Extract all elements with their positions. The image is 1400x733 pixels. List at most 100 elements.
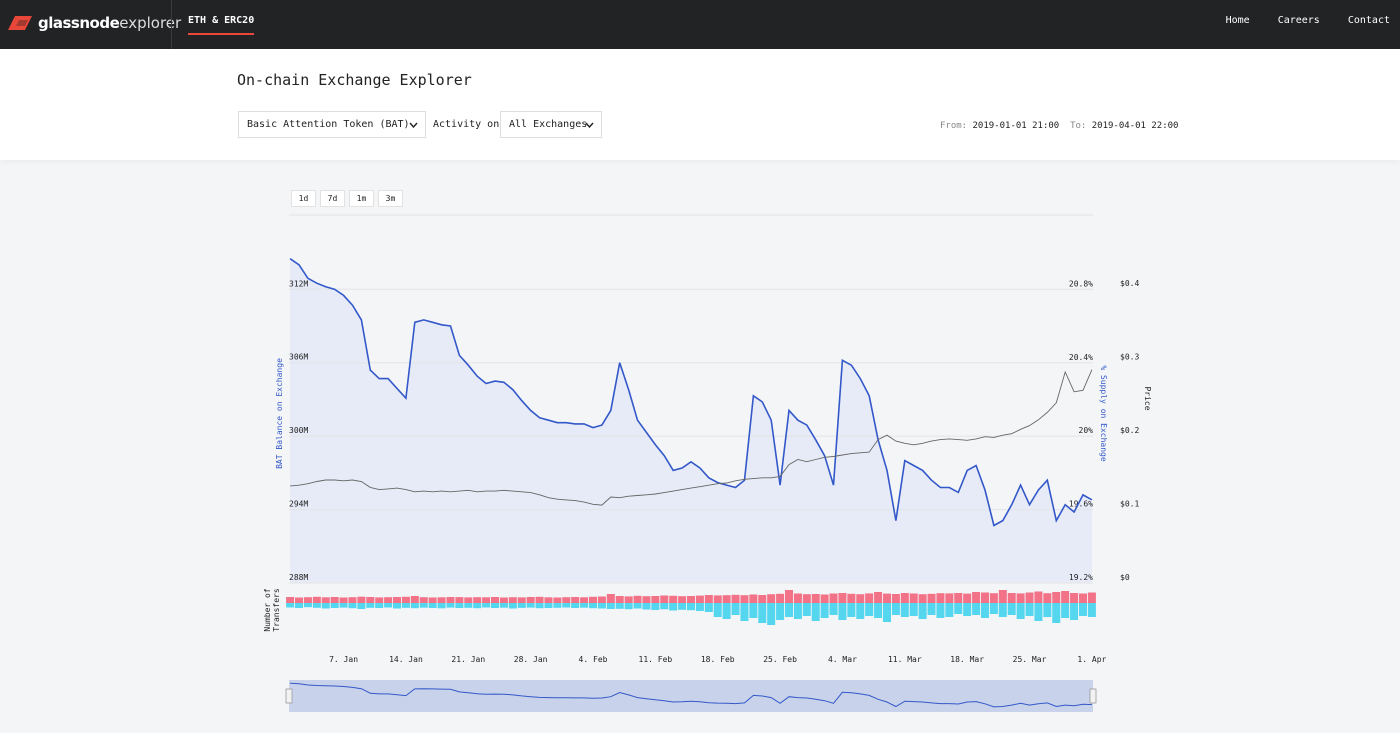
transfer-bar [473,597,482,603]
to-value: 2019-04-01 22:00 [1091,121,1179,131]
transfer-bar [562,603,571,608]
transfer-bar [963,603,972,616]
transfer-bar [918,594,927,603]
transfer-bar [295,597,304,603]
transfer-bar [544,597,553,603]
nav-tab[interactable]: ETH & ERC20 [188,15,255,35]
transfer-bar [856,594,865,603]
transfer-bar [1052,592,1061,603]
chevron [585,122,594,128]
exchange-value: All Exchanges [509,119,588,130]
transfer-bar [722,595,731,603]
transfer-bar [580,597,589,603]
transfer-bar [419,603,428,608]
nav-link[interactable]: Contact [1347,15,1390,26]
transfer-bar [927,603,936,615]
y4-axis-title: Number ofTransfers [263,588,281,632]
transfer-bar [508,597,517,603]
transfer-bar [767,603,776,625]
y-axis-title: BAT Balance on Exchange [275,358,284,469]
transfer-bar [811,603,820,621]
y2-tick-label: 20.8% [1069,279,1093,288]
transfer-bar [945,593,954,603]
logo[interactable]: glassnode explorer [8,13,181,33]
x-tick-label: 4. Mar [828,655,857,664]
x-tick-label: 7. Jan [329,655,358,664]
transfer-bar [874,592,883,603]
transfer-bar [375,603,384,608]
transfer-bar [312,603,321,608]
transfer-bar [410,603,419,609]
activity-label: Activity on [433,119,500,130]
transfer-bar [954,593,963,603]
range-button[interactable]: 3m [378,190,403,207]
transfer-bar [758,603,767,623]
range-button[interactable]: 1d [291,190,316,207]
transfer-bar [758,595,767,603]
range-button[interactable]: 7d [320,190,345,207]
transfer-bar [731,603,740,615]
transfer-bar [1078,593,1087,603]
x-tick-label: 25. Feb [763,655,797,664]
transfer-bar [838,603,847,620]
transfer-bar [865,603,874,616]
transfer-bar [856,603,865,619]
y3-tick-label: $0.2 [1120,426,1139,435]
transfer-bar [1025,592,1034,603]
transfer-bar [793,593,802,603]
transfer-bar [989,593,998,603]
transfer-bar [1087,592,1096,603]
transfer-bar [954,603,963,614]
transfer-bar [428,597,437,603]
x-tick-label: 18. Mar [950,655,984,664]
transfer-bar [1061,591,1070,603]
transfer-bar [909,603,918,616]
transfer-bar [330,603,339,608]
transfer-bar [678,596,687,603]
token-select[interactable]: Basic Attention Token (BAT) [238,111,426,138]
transfer-bar [740,595,749,603]
chart: 288M 294M 300M 306M 312M 19.2% 19.6% 20% 20.4% 20… [263,214,1152,712]
transfer-bar [321,603,330,609]
range-button[interactable]: 1m [349,190,374,207]
navigator-handle [1089,688,1097,704]
transfer-bar [1078,603,1087,616]
date-range: From: 2019-01-01 21:00 To: 2019-04-01 22… [940,121,1178,131]
from-value: 2019-01-01 21:00 [972,121,1060,131]
transfer-bar [562,597,571,603]
transfer-bar [303,603,312,608]
transfer-bar [749,603,758,618]
transfer-bar [811,594,820,603]
transfer-bar [642,603,651,610]
balance-line [289,258,1093,527]
transfer-bar [535,603,544,609]
transfer-bar [891,594,900,603]
transfer-bar [704,603,713,612]
transfer-bar [464,597,473,603]
transfer-bar [482,597,491,603]
transfer-bar [784,590,794,603]
transfer-bar [660,595,669,603]
transfer-bar [847,593,856,603]
transfer-bar [330,597,339,603]
transfer-bar [553,603,562,608]
transfer-bar [348,603,357,609]
exchange-select[interactable]: All Exchanges [500,111,602,138]
nav-link[interactable]: Careers [1277,15,1320,26]
transfer-bar [401,596,410,603]
transfer-bar [802,603,811,616]
transfer-bar [491,597,500,603]
transfer-bar [393,597,402,603]
y-tick-label: 306M [289,353,308,362]
logo-text: glassnode [38,14,120,32]
y3-tick-label: $0.1 [1120,499,1139,508]
transfer-bar [1007,603,1016,615]
nav-link[interactable]: Home [1225,15,1250,26]
transfer-bar [767,594,776,603]
transfer-bar [695,595,704,603]
x-tick-label: 18. Feb [701,655,735,664]
x-tick-label: 11. Mar [888,655,922,664]
transfer-bar [909,593,918,603]
transfer-bar [651,603,660,610]
